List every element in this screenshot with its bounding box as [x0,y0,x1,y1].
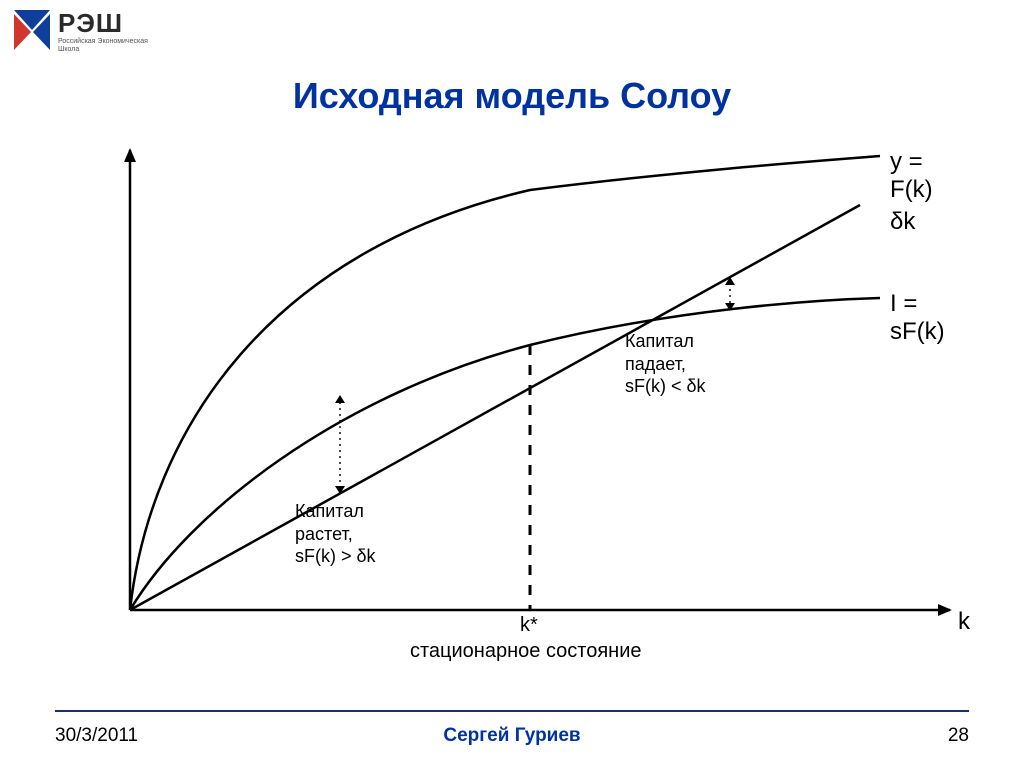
footer-date: 30/3/2011 [55,725,138,747]
label-production: y = F(k) [890,148,970,204]
footer-author: Сергей Гуриев [55,725,969,747]
logo-subtitle: Российская Экономическая Школа [58,38,148,53]
solow-chart: y = F(k) δk I = sF(k) k Капитал растет, … [70,130,970,655]
logo: РЭШ Российская Экономическая Школа [14,10,148,54]
logo-abbr: РЭШ [58,10,148,36]
nes-logo-icon [14,10,50,54]
page-title: Исходная модель Солоу [0,75,1024,117]
annotation-capital-grows: Капитал растет, sF(k) > δk [295,500,376,568]
label-depreciation: δk [890,208,915,236]
steady-state-caption: стационарное состояние [410,640,642,663]
footer-rule [55,710,969,712]
footer: 30/3/2011 Сергей Гуриев 28 [55,725,969,747]
k-star-label: k* [520,614,538,637]
x-axis-label: k [958,608,970,636]
label-investment: I = sF(k) [890,290,970,346]
annotation-capital-shrinks: Капитал падает, sF(k) < δk [625,330,706,398]
chart-svg [70,130,970,650]
footer-page: 28 [948,725,969,747]
